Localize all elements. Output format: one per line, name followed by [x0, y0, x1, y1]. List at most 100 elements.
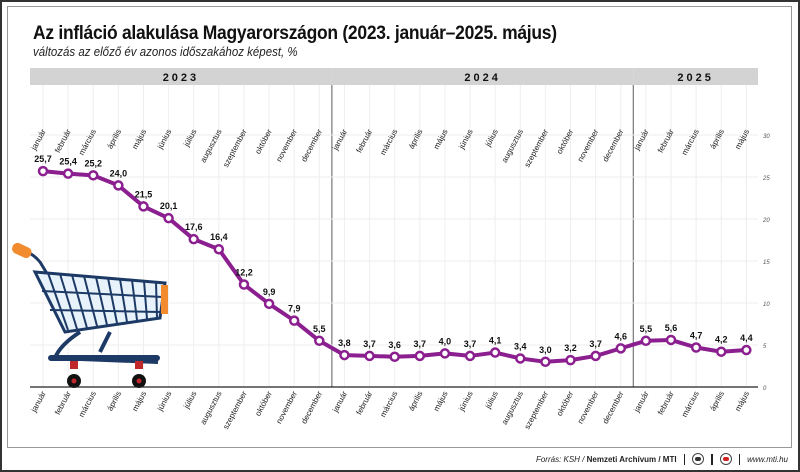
- data-label: 3,0: [539, 345, 552, 355]
- month-label-top: december: [299, 127, 324, 163]
- year-band-2023: [30, 68, 332, 85]
- data-point: [464, 350, 476, 362]
- y-tick-label: 15: [763, 260, 770, 266]
- data-label: 3,6: [388, 340, 401, 350]
- data-label: 5,5: [313, 324, 326, 334]
- month-label-top: december: [601, 127, 626, 163]
- data-point: [314, 335, 325, 347]
- data-point: [590, 350, 601, 362]
- month-label-top: szeptember: [221, 127, 249, 168]
- month-label-top: május: [130, 128, 148, 151]
- data-label: 9,9: [263, 287, 276, 297]
- month-label-top: október: [555, 127, 576, 155]
- data-point: [37, 165, 49, 177]
- footer: Forrás: KSH / Nemzeti Archívum / MTI www…: [536, 452, 788, 466]
- month-label-bottom: június: [457, 390, 475, 414]
- month-label-top: szeptember: [523, 127, 551, 168]
- data-point: [113, 180, 124, 191]
- chart-subtitle: változás az előző év azonos időszakához …: [33, 45, 298, 59]
- data-label: 3,7: [464, 339, 477, 349]
- data-point: [288, 315, 300, 326]
- month-label-top: március: [680, 128, 701, 157]
- month-label-top: január: [330, 127, 349, 152]
- month-label-bottom: október: [555, 389, 576, 417]
- month-label-top: november: [576, 127, 601, 163]
- month-label-bottom: április: [708, 390, 726, 413]
- source-label: Forrás: KSH /: [535, 454, 585, 464]
- month-label-bottom: április: [407, 390, 425, 413]
- month-label-bottom: március: [680, 390, 701, 419]
- data-point: [87, 170, 99, 181]
- data-point: [489, 347, 501, 358]
- month-label-bottom: július: [483, 390, 500, 411]
- month-label-bottom: február: [354, 389, 374, 416]
- month-label-top: június: [155, 128, 173, 152]
- month-label-bottom: június: [155, 390, 173, 414]
- archive-logo-icon: [719, 453, 732, 465]
- data-label: 4,0: [439, 336, 452, 346]
- month-label-bottom: augusztus: [500, 390, 525, 426]
- year-label: 2024: [464, 72, 500, 84]
- website-link[interactable]: www.mti.hu: [747, 454, 788, 464]
- month-label-top: február: [53, 127, 73, 154]
- month-label-bottom: január: [632, 389, 651, 414]
- month-label-bottom: március: [77, 390, 98, 419]
- data-point: [213, 243, 225, 255]
- divider: [738, 453, 741, 465]
- month-label-top: január: [29, 127, 48, 152]
- data-point: [565, 354, 576, 366]
- data-label: 5,5: [640, 324, 653, 334]
- data-point: [540, 356, 551, 368]
- data-point: [163, 212, 174, 224]
- month-label-bottom: október: [253, 389, 274, 417]
- data-label: 4,6: [615, 331, 628, 341]
- month-label-bottom: május: [432, 390, 450, 413]
- chart-title: Az infláció alakulása Magyarországon (20…: [33, 23, 557, 44]
- month-label-bottom: május: [733, 390, 751, 413]
- source-agency: Nemzeti Archívum / MTI: [586, 454, 677, 464]
- month-label-bottom: augusztus: [199, 390, 224, 426]
- month-label-top: július: [182, 128, 199, 149]
- month-label-bottom: január: [330, 389, 349, 414]
- month-label-bottom: április: [105, 390, 123, 413]
- month-label-bottom: július: [182, 390, 199, 411]
- data-label: 3,4: [514, 341, 527, 351]
- month-label-top: június: [457, 128, 475, 152]
- month-label-bottom: február: [656, 389, 676, 416]
- month-label-top: július: [483, 128, 500, 149]
- data-label: 4,4: [740, 333, 753, 343]
- data-label: 4,2: [715, 335, 728, 345]
- data-point: [615, 343, 627, 354]
- data-point: [741, 344, 752, 356]
- data-label: 3,7: [589, 339, 602, 349]
- divider: [683, 453, 686, 465]
- data-label: 16,4: [210, 232, 228, 242]
- data-point: [238, 279, 250, 290]
- month-label-top: február: [354, 127, 374, 154]
- month-label-bottom: május: [130, 390, 148, 413]
- month-label-top: május: [733, 128, 751, 151]
- data-point: [389, 351, 400, 363]
- data-point: [339, 349, 350, 361]
- data-point: [715, 346, 727, 357]
- data-label: 25,2: [84, 158, 102, 168]
- month-label-bottom: december: [601, 389, 626, 425]
- year-band-2024: [331, 68, 634, 85]
- month-label-top: március: [378, 128, 399, 157]
- month-label-bottom: december: [299, 389, 324, 425]
- y-tick-label: 10: [763, 302, 770, 308]
- data-point: [62, 168, 74, 179]
- year-label: 2025: [677, 72, 713, 84]
- month-label-top: február: [656, 127, 676, 154]
- month-label-top: március: [77, 128, 98, 157]
- month-label-bottom: november: [274, 389, 299, 425]
- y-tick-label: 5: [763, 344, 767, 350]
- data-label: 25,4: [59, 157, 77, 167]
- data-point: [515, 353, 526, 364]
- data-point: [640, 335, 652, 347]
- month-label-top: május: [432, 128, 450, 151]
- data-label: 17,6: [185, 222, 203, 232]
- month-label-bottom: szeptember: [523, 389, 551, 430]
- y-tick-label: 30: [763, 134, 770, 140]
- month-label-top: augusztus: [199, 128, 224, 164]
